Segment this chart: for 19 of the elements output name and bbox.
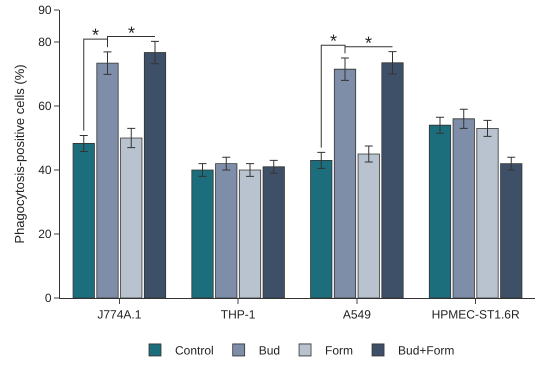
annotation: *: [92, 25, 100, 45]
legend-label: Bud: [258, 344, 280, 358]
y-tick-label: 40: [38, 163, 52, 178]
x-tick-label: J774A.1: [97, 307, 142, 322]
annotation: *: [365, 33, 372, 53]
y-axis-title: Phagocytosis-positive cells (%): [12, 64, 27, 244]
y-tick-label: 80: [38, 35, 52, 50]
x-tick-label: THP-1: [220, 307, 256, 322]
x-tick-label: A549: [342, 307, 372, 322]
y-tick-label: 90: [38, 3, 52, 18]
annotation: *: [128, 23, 136, 43]
x-tick-label: HPMEC-ST1.6R: [432, 307, 520, 322]
y-tick-label: 20: [38, 227, 52, 242]
legend-label: Form: [325, 344, 354, 358]
y-tick-label: 60: [38, 99, 52, 114]
legend-label: Control: [175, 344, 214, 358]
y-tick-label: 0: [44, 291, 52, 306]
legend-label: Bud+Form: [398, 344, 454, 358]
annotation: *: [330, 31, 338, 51]
